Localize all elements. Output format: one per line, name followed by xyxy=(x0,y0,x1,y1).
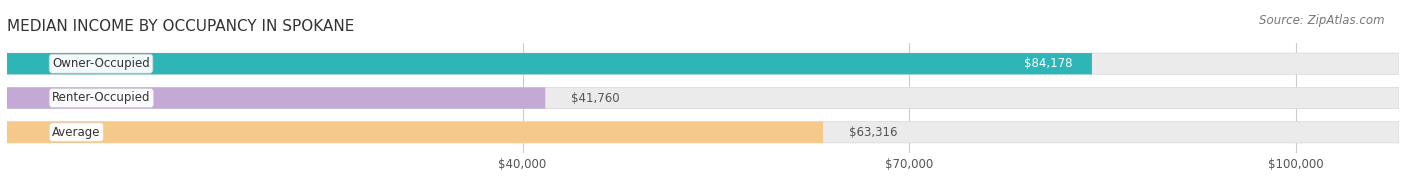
Text: $84,178: $84,178 xyxy=(1024,57,1073,70)
Text: $41,760: $41,760 xyxy=(571,92,620,104)
Text: Owner-Occupied: Owner-Occupied xyxy=(52,57,150,70)
FancyBboxPatch shape xyxy=(7,122,823,143)
Text: MEDIAN INCOME BY OCCUPANCY IN SPOKANE: MEDIAN INCOME BY OCCUPANCY IN SPOKANE xyxy=(7,19,354,34)
Text: Average: Average xyxy=(52,126,101,139)
Text: Renter-Occupied: Renter-Occupied xyxy=(52,92,150,104)
FancyBboxPatch shape xyxy=(7,87,1399,109)
Text: Source: ZipAtlas.com: Source: ZipAtlas.com xyxy=(1260,14,1385,27)
FancyBboxPatch shape xyxy=(7,122,1399,143)
FancyBboxPatch shape xyxy=(7,53,1399,74)
FancyBboxPatch shape xyxy=(7,53,1092,74)
FancyBboxPatch shape xyxy=(7,87,546,109)
Text: $63,316: $63,316 xyxy=(849,126,897,139)
